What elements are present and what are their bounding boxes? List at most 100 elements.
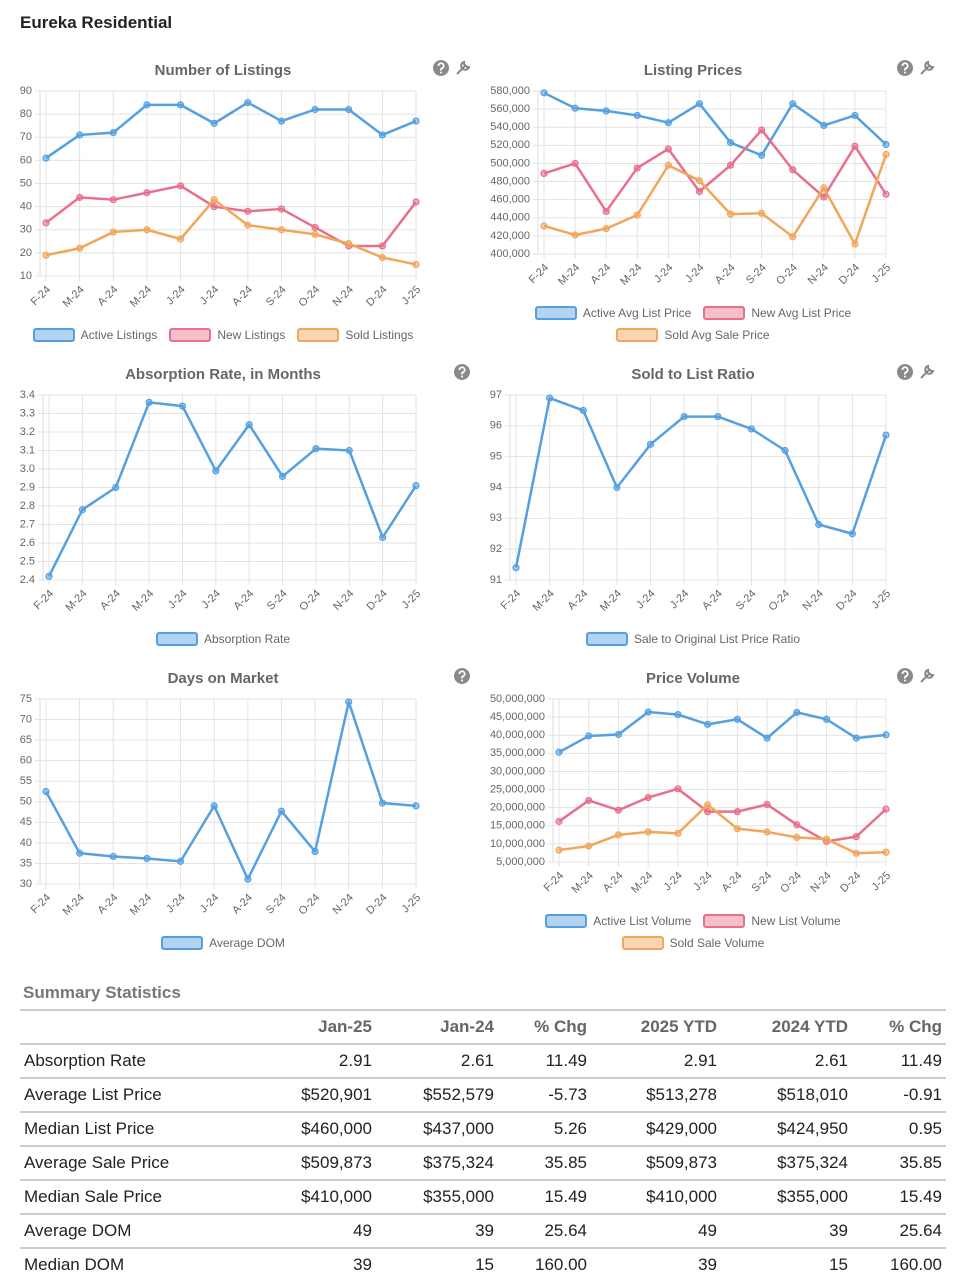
- legend-label: Active Listings: [80, 328, 158, 342]
- x-tick-label: O-24: [296, 284, 322, 310]
- help-icon[interactable]: [433, 60, 449, 76]
- x-tick-label: A-24: [566, 588, 591, 613]
- y-tick-label: 30,000,000: [490, 765, 545, 777]
- data-point: [546, 394, 554, 402]
- data-point: [379, 533, 387, 542]
- data-point: [312, 445, 320, 453]
- x-tick-label: N-24: [806, 262, 831, 287]
- data-point: [42, 219, 50, 227]
- data-point: [726, 210, 735, 218]
- y-tick-label: 65: [20, 734, 32, 746]
- legend-label: Sold Avg Sale Price: [664, 328, 770, 342]
- data-point: [143, 189, 151, 197]
- chart-panel: Listing Prices 400,000 420,000 440,000 460,0…: [470, 55, 940, 355]
- x-tick-label: J-24: [683, 262, 707, 286]
- y-tick-label: 35,000,000: [490, 747, 545, 759]
- header-cell: Jan-24: [376, 1009, 498, 1045]
- help-icon[interactable]: [897, 60, 913, 76]
- data-point: [644, 828, 652, 836]
- x-tick-label: S-24: [264, 892, 289, 917]
- x-tick-label: O-24: [297, 588, 323, 614]
- legend-label: New Listings: [217, 328, 286, 342]
- x-tick-label: J-24: [164, 892, 188, 916]
- help-icon[interactable]: [454, 668, 470, 684]
- y-tick-label: 70: [20, 713, 32, 725]
- help-icon[interactable]: [897, 364, 913, 380]
- x-tick-label: O-24: [766, 588, 792, 614]
- data-point: [277, 226, 286, 234]
- value-cell: $513,278: [591, 1077, 721, 1112]
- data-point: [210, 119, 218, 127]
- data-point: [674, 710, 682, 719]
- value-cell: $509,873: [254, 1145, 376, 1180]
- legend: Absorption Rate: [20, 628, 426, 650]
- help-icon[interactable]: [454, 364, 470, 380]
- settings-icon[interactable]: [920, 60, 935, 75]
- value-cell: 35.85: [852, 1145, 946, 1180]
- data-point: [176, 857, 185, 865]
- chart-panel: Number of Listings 10 20 30 40 50 60 70 80 90 F-24…: [0, 55, 470, 355]
- settings-icon[interactable]: [456, 60, 470, 75]
- value-cell: $410,000: [254, 1179, 376, 1214]
- data-point: [793, 821, 801, 829]
- value-cell: 39: [721, 1213, 852, 1248]
- value-cell: 39: [254, 1247, 376, 1281]
- legend-swatch: [297, 328, 340, 342]
- value-cell: $355,000: [721, 1179, 852, 1214]
- legend-item: New List Volume: [703, 910, 841, 932]
- table-row: Median DOM 39 15 160.00 39 15 160.00: [20, 1247, 946, 1281]
- data-point: [109, 129, 117, 137]
- y-tick-label: 40: [20, 201, 32, 213]
- data-point: [571, 159, 579, 168]
- data-point: [793, 708, 801, 717]
- chart: Sold to List Ratio 91 92 93 94 95 96 97 F-24 M-24…: [490, 364, 935, 614]
- series-line: [558, 710, 887, 754]
- x-tick-label: J-25: [870, 588, 894, 612]
- x-tick-label: M-24: [130, 588, 156, 614]
- legend-label: Active List Volume: [593, 914, 692, 928]
- y-tick-label: 20: [20, 247, 32, 259]
- value-cell: 2.61: [721, 1043, 852, 1078]
- data-point: [882, 848, 890, 856]
- data-point: [178, 402, 187, 410]
- y-tick-label: 94: [490, 481, 502, 493]
- x-tick-label: J-25: [870, 870, 894, 894]
- table-row: Median Sale Price $410,000 $355,000 15.49 $4…: [20, 1179, 946, 1214]
- x-tick-label: M-24: [128, 892, 154, 918]
- x-tick-label: M-24: [61, 284, 87, 310]
- chart: Days on Market 30 35 40 45 50 55 60 65 70 75 F-24 M-…: [20, 668, 470, 918]
- y-tick-label: 460,000: [490, 194, 530, 206]
- help-icon[interactable]: [897, 668, 913, 684]
- data-point: [244, 221, 252, 229]
- settings-icon[interactable]: [920, 364, 935, 379]
- row-label: Median List Price: [20, 1111, 254, 1146]
- data-point: [602, 207, 610, 216]
- x-tick-label: J-24: [166, 588, 190, 612]
- data-point: [378, 131, 386, 139]
- y-tick-label: 15,000,000: [490, 820, 545, 832]
- legend-swatch-fill: [34, 330, 73, 340]
- value-cell: 11.49: [852, 1043, 946, 1078]
- y-tick-label: 10,000,000: [490, 838, 545, 850]
- x-tick-label: M-24: [531, 588, 557, 614]
- y-tick-label: 500,000: [490, 157, 530, 169]
- y-tick-label: 400,000: [490, 248, 530, 260]
- data-point: [704, 801, 712, 809]
- row-label: Average List Price: [20, 1077, 254, 1112]
- data-point: [42, 787, 50, 796]
- chart-title: Sold to List Ratio: [631, 366, 754, 383]
- data-point: [882, 190, 890, 198]
- row-label: Average Sale Price: [20, 1145, 254, 1180]
- y-tick-label: 3.4: [20, 389, 35, 401]
- y-tick-label: 50: [20, 796, 32, 808]
- chart-panel: Sold to List Ratio 91 92 93 94 95 96 97 F-24 M-24…: [470, 359, 940, 659]
- x-tick-label: F-24: [29, 892, 53, 916]
- data-point: [555, 846, 563, 854]
- header-row: Jan-25 Jan-24% Chg 2025 YTD 2024 YTD% Chg: [20, 1009, 946, 1045]
- data-point: [882, 731, 890, 739]
- x-tick-label: A-24: [713, 262, 738, 287]
- series-line: [558, 803, 887, 855]
- data-point: [210, 203, 218, 211]
- settings-icon[interactable]: [920, 668, 935, 683]
- y-tick-label: 92: [490, 543, 502, 555]
